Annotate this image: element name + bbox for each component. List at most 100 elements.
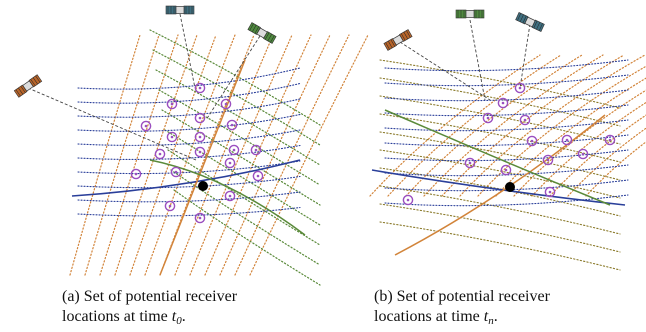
- candidate-location-center: [170, 102, 174, 106]
- candidate-location-center: [256, 174, 260, 178]
- satellite-panel-line: [387, 40, 393, 49]
- candidate-location: [252, 170, 264, 182]
- candidate-location-center: [565, 138, 569, 142]
- candidate-location: [604, 134, 616, 146]
- candidate-location: [497, 97, 509, 109]
- true-blue-arc: [371, 169, 626, 206]
- satellite-body: [22, 80, 34, 92]
- candidate-location-center: [198, 216, 202, 220]
- caption-b-time-symbol: t: [483, 308, 489, 325]
- candidate-location-center: [530, 139, 534, 143]
- blue-arc: [384, 59, 629, 72]
- satellite-panel-line: [538, 23, 543, 31]
- satellite-panel-line: [517, 13, 522, 21]
- true-receiver-location: [505, 182, 515, 192]
- olive-arc: [379, 59, 621, 109]
- orange-arc: [84, 34, 160, 276]
- candidate-location-center: [254, 148, 258, 152]
- satellite-panel-line: [270, 35, 275, 43]
- caption-b-time-subscript: n: [488, 315, 494, 327]
- true-receiver-location: [198, 181, 208, 191]
- satellite-panel-line: [249, 23, 254, 31]
- candidate-location: [164, 200, 176, 212]
- caption-a-time-symbol: t: [171, 308, 177, 325]
- satellite-panel-line: [32, 77, 38, 85]
- blue-arc: [77, 98, 301, 118]
- orange-arc: [423, 54, 604, 197]
- candidate-location-center: [144, 124, 148, 128]
- candidate-location-center: [468, 161, 472, 165]
- orange-arc: [144, 34, 236, 276]
- orange-arc: [234, 34, 350, 276]
- candidate-location: [500, 164, 512, 176]
- blue-arc: [384, 119, 629, 132]
- olive-arc: [379, 149, 621, 199]
- satellite-panel-line: [390, 39, 396, 47]
- caption-a-period: .: [181, 308, 186, 325]
- orange-arc: [387, 54, 562, 197]
- satellite-icon: [165, 5, 195, 15]
- caption-b-line2: locations at time: [374, 308, 484, 325]
- satellite-panel-line: [533, 20, 538, 29]
- candidate-location: [577, 148, 589, 160]
- blue-arc: [384, 134, 629, 147]
- blue-arc: [77, 206, 301, 217]
- candidate-location: [544, 186, 556, 198]
- satellite-body: [465, 10, 475, 18]
- caption-b-period: .: [493, 308, 498, 325]
- blue-arc: [384, 74, 629, 87]
- candidate-location-center: [546, 158, 550, 162]
- true-blue-arc: [71, 159, 301, 197]
- candidate-location: [166, 98, 178, 110]
- green-arc: [158, 89, 321, 186]
- orange-arc: [477, 65, 646, 197]
- orange-arc: [129, 34, 217, 276]
- blue-arc: [77, 191, 301, 203]
- orange-arc: [249, 34, 369, 276]
- orange-arc: [441, 54, 625, 197]
- true-orange-arc: [394, 114, 606, 256]
- green-arc: [173, 189, 321, 286]
- candidate-location: [250, 144, 262, 156]
- candidate-location: [220, 98, 232, 110]
- green-arc: [164, 129, 321, 226]
- caption-b-label: (b): [374, 288, 393, 305]
- blue-arc: [384, 164, 629, 177]
- signal-beam: [179, 13, 196, 89]
- olive-arc: [379, 77, 621, 127]
- candidate-location: [519, 114, 531, 126]
- candidate-location: [140, 120, 152, 132]
- satellite-panel-line: [251, 24, 257, 33]
- satellite-panel-line: [20, 86, 26, 93]
- candidate-location-center: [170, 135, 174, 139]
- candidate-location: [514, 82, 526, 94]
- candidate-location-center: [518, 86, 522, 90]
- orange-arc: [99, 34, 179, 276]
- candidate-location-center: [232, 148, 236, 152]
- candidate-location: [130, 168, 142, 180]
- candidate-location-center: [198, 150, 202, 154]
- candidate-location: [482, 112, 494, 124]
- candidate-location-center: [174, 170, 178, 174]
- candidate-location: [194, 146, 206, 158]
- candidate-location: [561, 134, 573, 146]
- candidate-location-center: [504, 168, 508, 172]
- caption-b: (b) Set of potential receiver locations …: [374, 287, 624, 331]
- caption-a-label: (a): [62, 288, 80, 305]
- satellite-panel-line: [406, 30, 411, 38]
- orange-arc: [219, 34, 331, 276]
- caption-a-time-subscript: 0: [176, 315, 182, 327]
- satellite-panel-line: [18, 87, 24, 95]
- candidate-location: [224, 157, 236, 169]
- blue-arc: [384, 194, 629, 207]
- caption-b-line1: Set of potential receiver: [396, 288, 550, 305]
- blue-arc: [77, 175, 301, 189]
- green-arc: [152, 49, 321, 146]
- signal-beam: [519, 23, 531, 89]
- candidate-location-center: [158, 152, 162, 156]
- candidate-location-center: [523, 118, 527, 122]
- orange-arc: [369, 54, 541, 197]
- candidate-location: [526, 135, 538, 147]
- satellite-icon: [247, 22, 277, 44]
- candidate-location: [464, 157, 476, 169]
